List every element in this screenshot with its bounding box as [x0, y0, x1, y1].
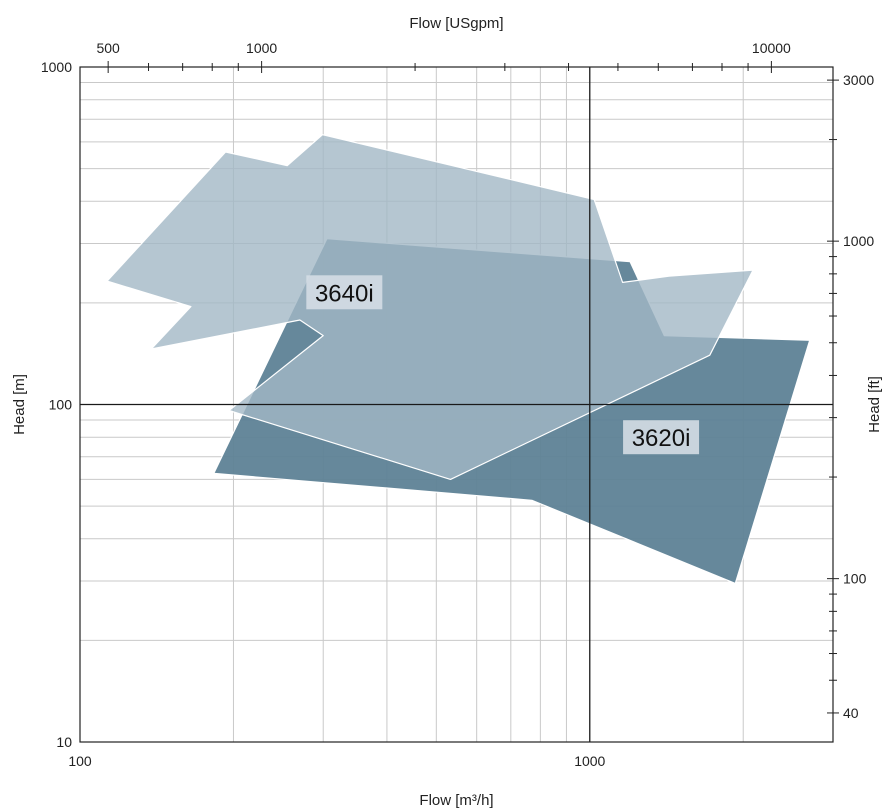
axis-titles: Flow [USgpm] Flow [m³/h] Head [m] Head [… [11, 15, 883, 809]
y-axis-left-title: Head [m] [11, 374, 28, 435]
axis-ticks: 1001000101001000500100010000200004010010… [41, 40, 875, 769]
x-bottom-tick-label: 1000 [574, 753, 605, 769]
y-axis-right-title: Head [ft] [866, 376, 883, 433]
y-left-tick-label: 10 [56, 734, 72, 750]
pump-regions [106, 134, 811, 585]
x-top-tick-label: 10000 [752, 40, 791, 56]
x-bottom-tick-label: 100 [68, 753, 92, 769]
x-top-tick-label: 500 [96, 40, 120, 56]
x-axis-bottom-title: Flow [m³/h] [419, 792, 493, 809]
major-reference-lines [80, 67, 833, 742]
region-labels: 3620i 3640i [306, 275, 700, 455]
y-left-tick-label: 1000 [41, 59, 72, 75]
x-top-tick-label: 1000 [246, 40, 277, 56]
y-right-tick-label: 40 [843, 705, 859, 721]
y-right-tick-label: 100 [843, 571, 867, 587]
plot-frame [79, 66, 834, 743]
region-label-3620i: 3620i [632, 425, 691, 452]
y-right-tick-label: 1000 [843, 233, 874, 249]
region-label-3640i: 3640i [315, 280, 374, 307]
region-3640i [106, 134, 754, 480]
region-label-box [623, 420, 700, 455]
y-left-tick-label: 100 [49, 397, 73, 413]
x-axis-top-title: Flow [USgpm] [409, 15, 503, 32]
region-label-box [306, 275, 383, 310]
y-right-tick-label: 3000 [843, 72, 874, 88]
